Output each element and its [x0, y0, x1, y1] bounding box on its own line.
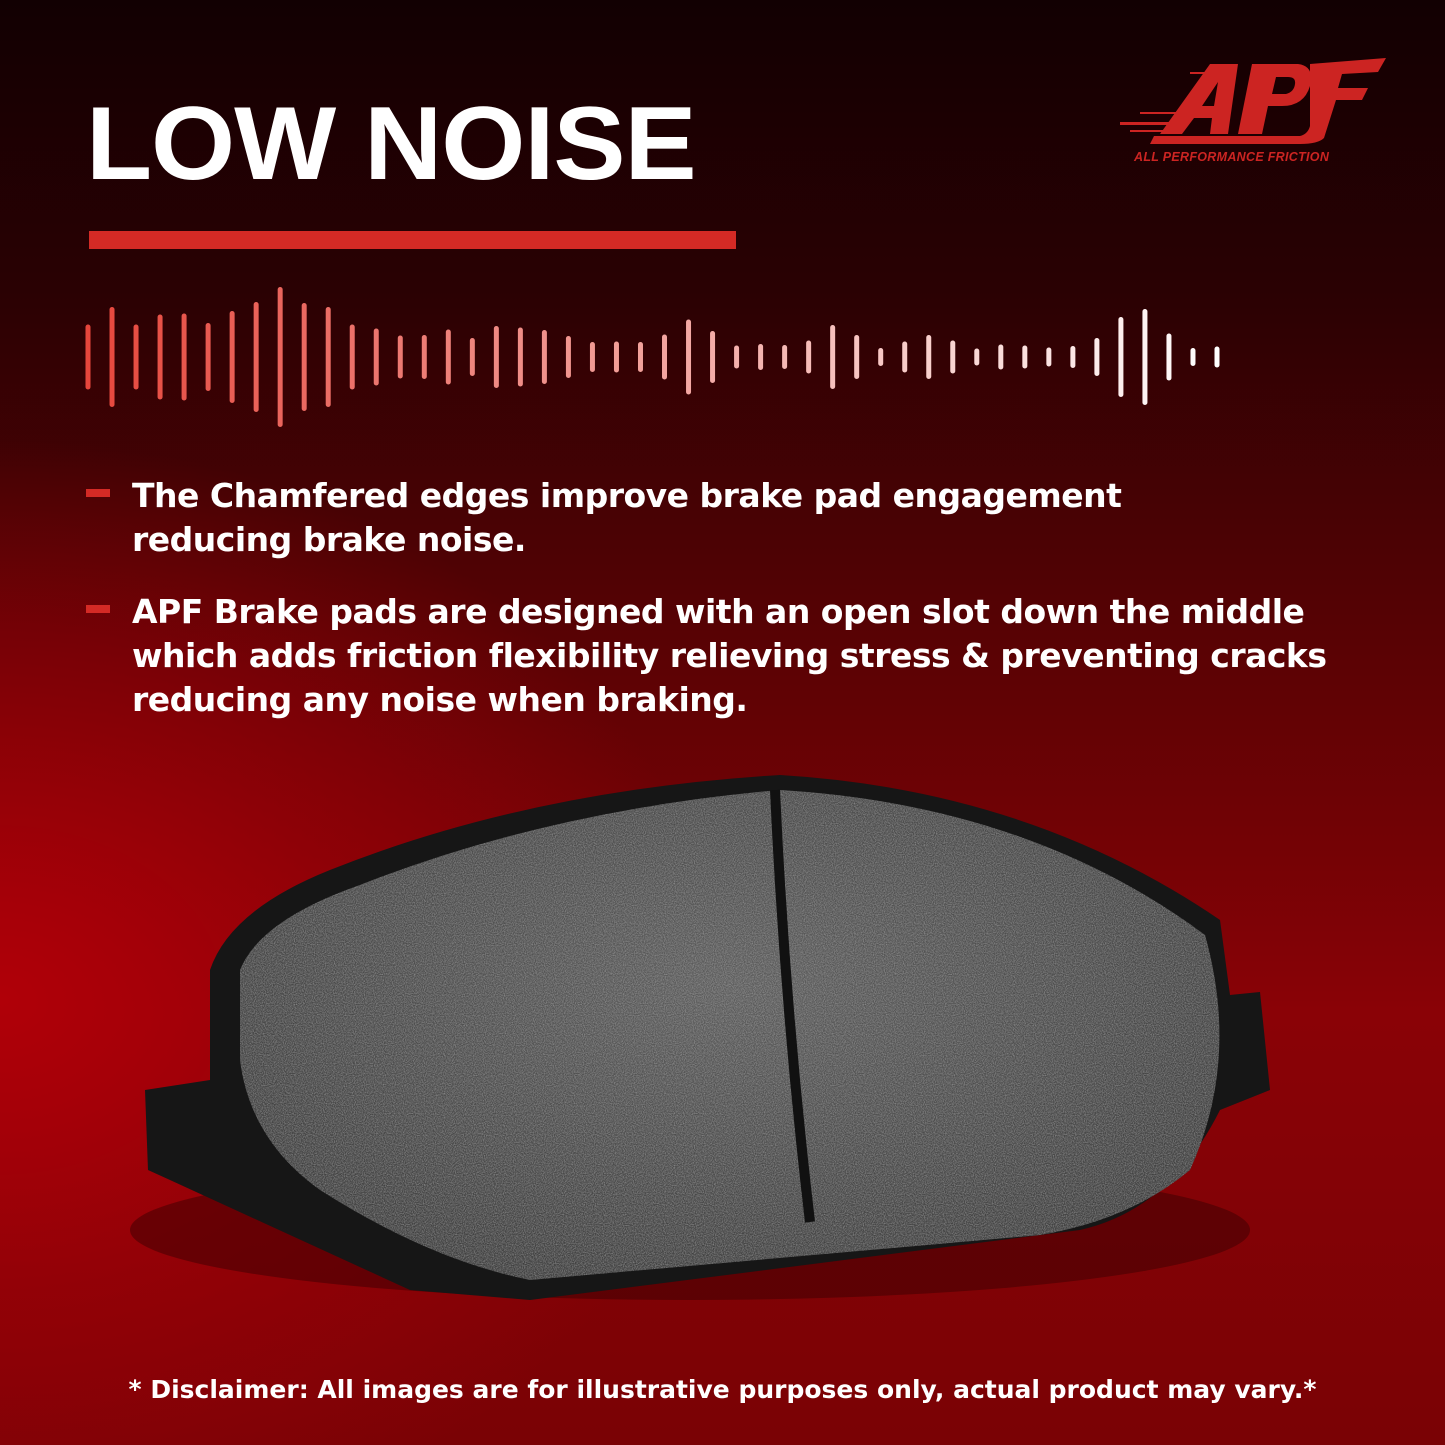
bullet-item: The Chamfered edges improve brake pad en… [86, 474, 1386, 562]
bullet-text: APF Brake pads are designed with an open… [132, 592, 1327, 719]
title-underline [89, 231, 736, 249]
bullet-dash-icon [86, 605, 110, 613]
bullet-item: APF Brake pads are designed with an open… [86, 590, 1386, 722]
page-title: LOW NOISE [86, 86, 697, 202]
bullet-dash-icon [86, 489, 110, 497]
bullet-text: The Chamfered edges improve brake pad en… [132, 476, 1122, 559]
disclaimer-text: * Disclaimer: All images are for illustr… [128, 1375, 1317, 1404]
brand-tagline: ALL PERFORMANCE FRICTION [1134, 150, 1330, 164]
brake-pad-image [130, 775, 1270, 1300]
sound-wave-graphic [85, 287, 1220, 427]
apf-logo [1120, 58, 1386, 144]
